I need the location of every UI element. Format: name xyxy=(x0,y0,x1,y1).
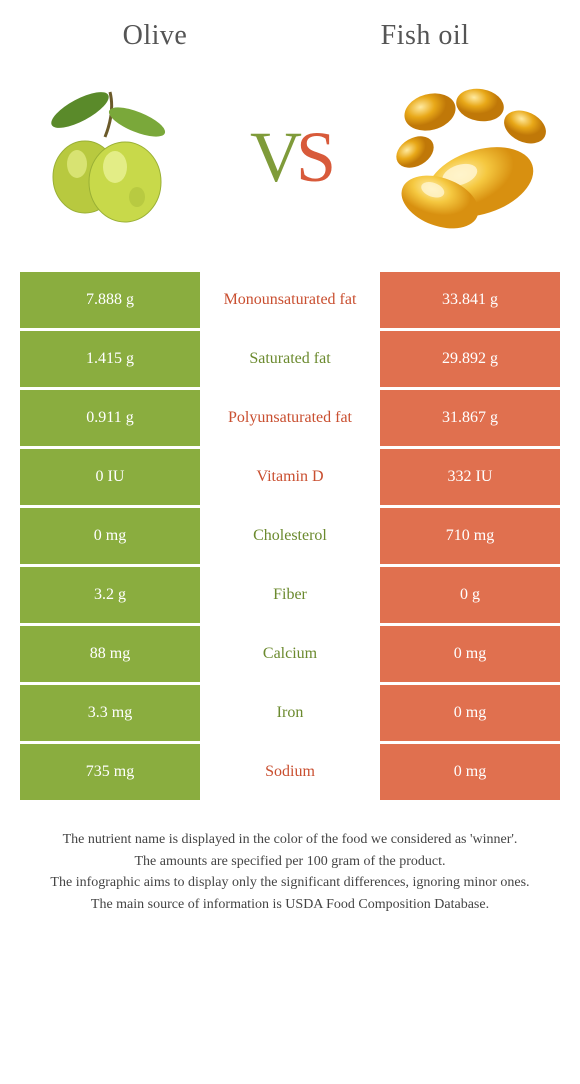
nutrient-value-left: 0 IU xyxy=(20,449,200,505)
nutrient-row: 0.911 gPolyunsaturated fat31.867 g xyxy=(20,390,560,446)
nutrient-name: Polyunsaturated fat xyxy=(200,390,380,446)
nutrient-value-right: 0 mg xyxy=(380,626,560,682)
nutrient-value-left: 7.888 g xyxy=(20,272,200,328)
nutrient-value-right: 0 g xyxy=(380,567,560,623)
nutrient-name: Saturated fat xyxy=(200,331,380,387)
nutrient-value-left: 0.911 g xyxy=(20,390,200,446)
vs-letter-v: V xyxy=(250,116,296,199)
hero-row: VS xyxy=(20,72,560,242)
nutrient-value-right: 0 mg xyxy=(380,685,560,741)
footnote-line: The infographic aims to display only the… xyxy=(30,873,550,893)
nutrient-name: Monounsaturated fat xyxy=(200,272,380,328)
fishoil-image xyxy=(380,72,560,242)
vs-label: VS xyxy=(250,116,330,199)
nutrient-name: Calcium xyxy=(200,626,380,682)
nutrient-value-right: 332 IU xyxy=(380,449,560,505)
titles-row: Olive Fish oil xyxy=(20,20,560,52)
nutrient-row: 3.3 mgIron0 mg xyxy=(20,685,560,741)
footnote-line: The nutrient name is displayed in the co… xyxy=(30,830,550,850)
nutrient-row: 3.2 gFiber0 g xyxy=(20,567,560,623)
nutrient-value-right: 29.892 g xyxy=(380,331,560,387)
nutrient-value-right: 710 mg xyxy=(380,508,560,564)
nutrient-name: Fiber xyxy=(200,567,380,623)
nutrient-row: 1.415 gSaturated fat29.892 g xyxy=(20,331,560,387)
vs-letter-s: S xyxy=(296,116,330,199)
nutrient-name: Vitamin D xyxy=(200,449,380,505)
nutrient-row: 0 IUVitamin D332 IU xyxy=(20,449,560,505)
fishoil-icon xyxy=(385,77,555,237)
nutrient-row: 735 mgSodium0 mg xyxy=(20,744,560,800)
footnote-line: The main source of information is USDA F… xyxy=(30,895,550,915)
nutrient-row: 88 mgCalcium0 mg xyxy=(20,626,560,682)
nutrient-value-left: 735 mg xyxy=(20,744,200,800)
nutrient-value-left: 1.415 g xyxy=(20,331,200,387)
nutrient-name: Sodium xyxy=(200,744,380,800)
nutrient-value-left: 3.3 mg xyxy=(20,685,200,741)
nutrient-value-left: 88 mg xyxy=(20,626,200,682)
footnote-line: The amounts are specified per 100 gram o… xyxy=(30,852,550,872)
nutrient-name: Iron xyxy=(200,685,380,741)
nutrient-value-right: 31.867 g xyxy=(380,390,560,446)
title-left: Olive xyxy=(20,20,290,52)
olive-icon xyxy=(25,82,195,232)
nutrient-row: 7.888 gMonounsaturated fat33.841 g xyxy=(20,272,560,328)
nutrient-row: 0 mgCholesterol710 mg xyxy=(20,508,560,564)
nutrient-name: Cholesterol xyxy=(200,508,380,564)
nutrient-value-right: 33.841 g xyxy=(380,272,560,328)
nutrient-value-right: 0 mg xyxy=(380,744,560,800)
nutrient-value-left: 0 mg xyxy=(20,508,200,564)
title-right: Fish oil xyxy=(290,20,560,52)
nutrient-table: 7.888 gMonounsaturated fat33.841 g1.415 … xyxy=(20,272,560,800)
footnotes: The nutrient name is displayed in the co… xyxy=(20,830,560,914)
nutrient-value-left: 3.2 g xyxy=(20,567,200,623)
olive-image xyxy=(20,72,200,242)
